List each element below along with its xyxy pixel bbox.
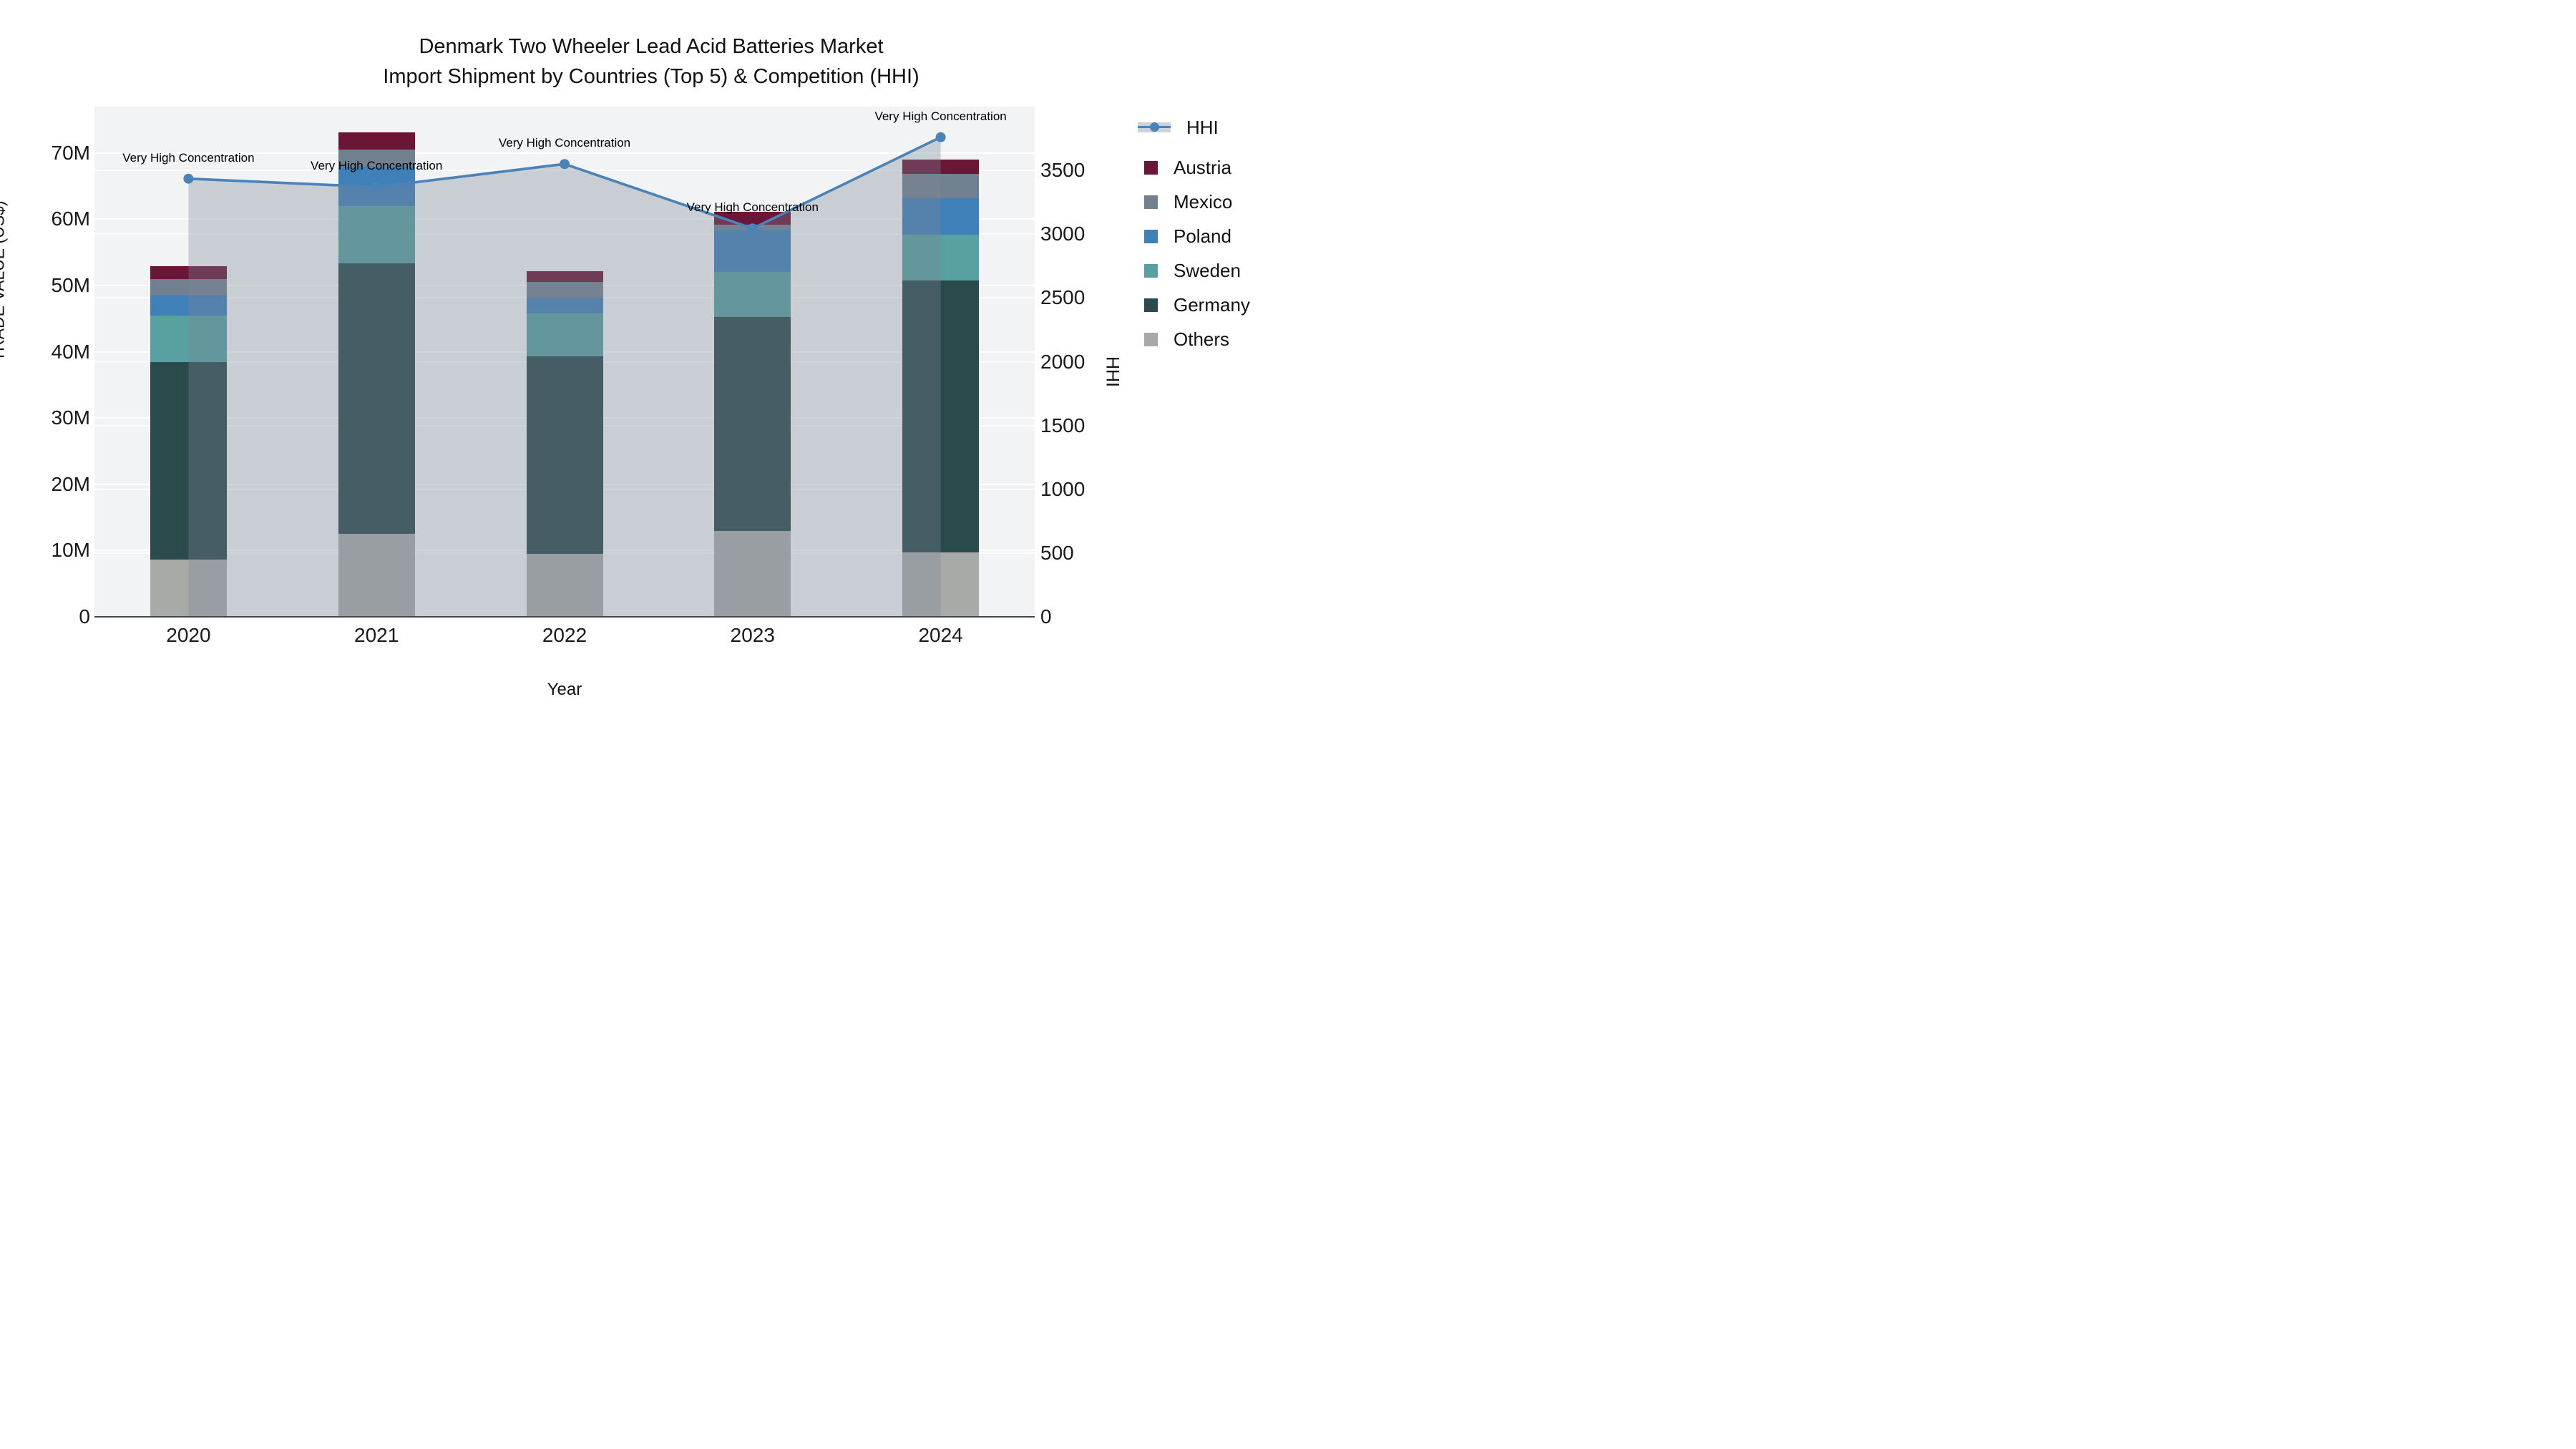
bar-segment-mexico-2021[interactable] <box>338 150 415 167</box>
legend-label-poland: Poland <box>1174 225 1231 247</box>
legend-label-germany: Germany <box>1174 293 1250 316</box>
hhi-layer: 2020 HHI: 3435 2021 HHI: 3370 2022 HHI: 35… <box>183 132 946 617</box>
bar-segment-others-2024[interactable] <box>902 552 980 617</box>
bar-segment-sweden-2024[interactable] <box>902 234 980 280</box>
hhi-marker-2022[interactable]: 2022 HHI: 3550 <box>560 159 570 170</box>
bar-segment-sweden-2021[interactable] <box>338 205 415 264</box>
bar-segment-others-2021[interactable] <box>338 534 415 617</box>
bar-segment-others-2023[interactable] <box>714 530 791 617</box>
y-tick-70M: 70M <box>51 141 90 164</box>
chart-title: Denmark Two Wheeler Lead Acid Batteries … <box>14 31 1288 92</box>
annotation-2021: Very High Concentration <box>311 159 443 173</box>
bar-segment-others-2022[interactable] <box>526 554 603 617</box>
y2-tick-1500: 1500 <box>1040 414 1085 436</box>
x-axis-title: Year <box>547 680 582 699</box>
y2-tick-3000: 3000 <box>1040 223 1085 245</box>
x-tick-2022: 2022 <box>542 624 587 646</box>
y-axis-title: TRADE VALUE (US$) <box>0 200 8 361</box>
bar-segment-mexico-2024[interactable] <box>902 174 980 198</box>
y-tick-10M: 10M <box>51 539 90 562</box>
bar-segment-sweden-2023[interactable] <box>714 271 791 318</box>
x-tick-2021: 2021 <box>354 624 399 646</box>
annotation-2020: Very High Concentration <box>122 150 255 165</box>
legend-swatch-germany <box>1144 298 1158 312</box>
legend-item-sweden[interactable]: Sweden <box>1138 256 1241 285</box>
legend-item-germany[interactable]: Germany <box>1138 291 1250 319</box>
bar-segment-germany-2021[interactable] <box>338 263 415 535</box>
hhi-line-icon <box>1138 122 1171 132</box>
annotation-2024: Very High Concentration <box>874 109 1007 123</box>
gridline-y2-3000 <box>94 233 1035 235</box>
hhi-area-fill <box>188 137 941 617</box>
figure: Denmark Two Wheeler Lead Acid Batteries … <box>0 0 1288 725</box>
y2-tick-2500: 2500 <box>1040 286 1085 309</box>
bar-segment-sweden-2020[interactable] <box>150 315 227 363</box>
bar-segment-sweden-2022[interactable] <box>526 313 603 357</box>
plot-area: 2020 HHI: 3435 2021 HHI: 3370 2022 HHI: 35… <box>94 107 1035 617</box>
bar-segment-austria-2021[interactable] <box>338 132 415 150</box>
x-tick-2020: 2020 <box>166 624 211 646</box>
legend-label-mexico: Mexico <box>1174 190 1233 213</box>
y-tick-20M: 20M <box>51 472 90 495</box>
legend-label-austria: Austria <box>1174 156 1231 178</box>
legend-item-poland[interactable]: Poland <box>1138 222 1231 250</box>
hhi-marker-2021[interactable]: 2021 HHI: 3370 <box>371 182 382 192</box>
legend-swatch-others <box>1144 332 1158 346</box>
chart-title-line1: Denmark Two Wheeler Lead Acid Batteries … <box>419 35 884 58</box>
legend-label-others: Others <box>1174 328 1230 350</box>
y2-tick-0: 0 <box>1040 605 1052 628</box>
y-tick-60M: 60M <box>51 208 90 230</box>
legend-item-austria[interactable]: Austria <box>1138 153 1231 182</box>
bar-segment-mexico-2022[interactable] <box>526 282 603 298</box>
legend-swatch-sweden <box>1144 263 1158 278</box>
x-tick-2024: 2024 <box>918 624 963 646</box>
legend-label-hhi: HHI <box>1186 116 1219 138</box>
hhi-marker-2024[interactable]: 2024 HHI: 3760 <box>935 132 946 142</box>
y-tick-40M: 40M <box>51 340 90 363</box>
y-tick-0: 0 <box>79 605 90 628</box>
y2-tick-2000: 2000 <box>1040 350 1085 373</box>
bar-segment-others-2020[interactable] <box>150 560 227 617</box>
y2-tick-1000: 1000 <box>1040 477 1085 500</box>
gridline-y2-3500 <box>94 170 1035 172</box>
bar-segment-poland-2024[interactable] <box>902 197 980 235</box>
legend-item-others[interactable]: Others <box>1138 325 1229 353</box>
x-tick-2023: 2023 <box>730 624 775 646</box>
annotation-2022: Very High Concentration <box>498 136 631 150</box>
y2-tick-500: 500 <box>1040 541 1074 564</box>
y-tick-50M: 50M <box>51 274 90 296</box>
bar-segment-germany-2024[interactable] <box>902 280 980 553</box>
legend-label-sweden: Sweden <box>1174 259 1241 281</box>
bar-segment-germany-2022[interactable] <box>526 356 603 555</box>
legend-swatch-poland <box>1144 229 1158 243</box>
bar-segment-austria-2022[interactable] <box>526 270 603 283</box>
legend-swatch-austria <box>1144 160 1158 175</box>
legend-item-mexico[interactable]: Mexico <box>1138 187 1232 216</box>
gridline-y-70M <box>94 152 1035 154</box>
hhi-marker-2020[interactable]: 2020 HHI: 3435 <box>183 173 194 184</box>
legend-item-hhi[interactable]: HHI <box>1138 113 1219 142</box>
chart-title-line2: Import Shipment by Countries (Top 5) & C… <box>383 65 919 89</box>
bar-segment-germany-2023[interactable] <box>714 317 791 531</box>
gridline-y-60M <box>94 218 1035 220</box>
x-axis-line <box>94 616 1035 618</box>
bar-segment-austria-2020[interactable] <box>150 266 227 279</box>
bar-segment-poland-2022[interactable] <box>526 297 603 313</box>
legend-swatch-mexico <box>1144 195 1158 209</box>
hhi-marker-2023[interactable]: 2023 HHI: 3045 <box>747 223 758 234</box>
y-tick-30M: 30M <box>51 406 90 429</box>
y2-axis-title: HHI <box>1102 356 1123 388</box>
bar-segment-poland-2020[interactable] <box>150 295 227 316</box>
bar-segment-poland-2023[interactable] <box>714 230 791 272</box>
bar-segment-austria-2024[interactable] <box>902 160 980 175</box>
bar-segment-mexico-2020[interactable] <box>150 278 227 296</box>
annotation-2023: Very High Concentration <box>686 200 819 215</box>
bar-segment-germany-2020[interactable] <box>150 362 227 560</box>
y2-tick-3500: 3500 <box>1040 159 1085 182</box>
